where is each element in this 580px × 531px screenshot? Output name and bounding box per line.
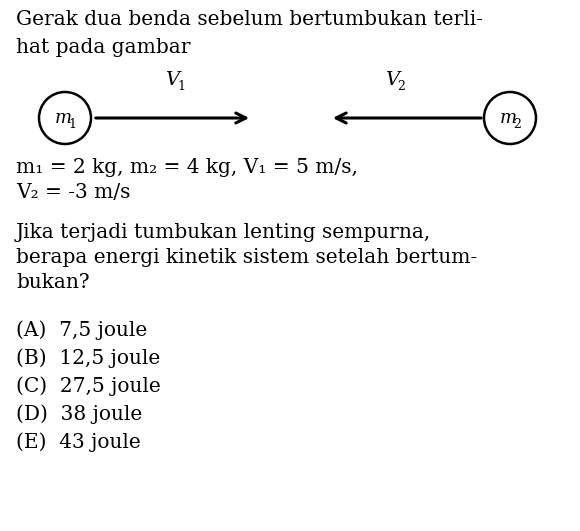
Text: bukan?: bukan? (16, 273, 90, 292)
Text: (B)  12,5 joule: (B) 12,5 joule (16, 348, 160, 367)
Text: (E)  43 joule: (E) 43 joule (16, 432, 141, 452)
Text: m: m (55, 109, 71, 127)
Text: 2: 2 (397, 81, 405, 93)
Text: (C)  27,5 joule: (C) 27,5 joule (16, 376, 161, 396)
Circle shape (39, 92, 91, 144)
Text: 1: 1 (68, 117, 76, 131)
Text: (A)  7,5 joule: (A) 7,5 joule (16, 320, 147, 340)
Text: 2: 2 (513, 117, 521, 131)
Text: Gerak dua benda sebelum bertumbukan terli-: Gerak dua benda sebelum bertumbukan terl… (16, 10, 483, 29)
Text: V₂ = -3 m/s: V₂ = -3 m/s (16, 183, 130, 202)
Text: (D)  38 joule: (D) 38 joule (16, 404, 142, 424)
Text: V: V (165, 71, 179, 89)
Text: m: m (499, 109, 517, 127)
Circle shape (484, 92, 536, 144)
Text: m₁ = 2 kg, m₂ = 4 kg, V₁ = 5 m/s,: m₁ = 2 kg, m₂ = 4 kg, V₁ = 5 m/s, (16, 158, 358, 177)
Text: berapa energi kinetik sistem setelah bertum-: berapa energi kinetik sistem setelah ber… (16, 248, 477, 267)
Text: 1: 1 (177, 81, 185, 93)
Text: Jika terjadi tumbukan lenting sempurna,: Jika terjadi tumbukan lenting sempurna, (16, 223, 432, 242)
Text: V: V (385, 71, 399, 89)
Text: hat pada gambar: hat pada gambar (16, 38, 190, 57)
